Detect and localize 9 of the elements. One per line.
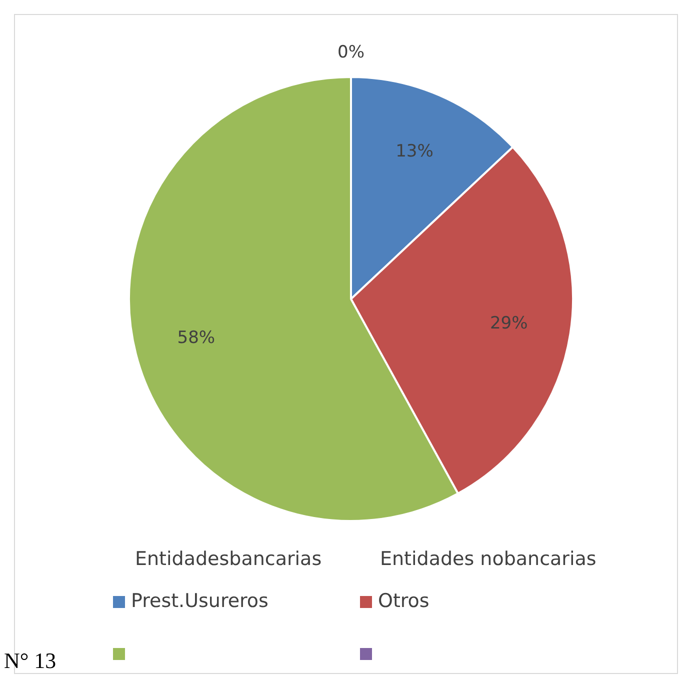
text: Entidadesbancarias [135,548,322,570]
text: 0% [338,42,364,62]
data-label: 29% [490,313,528,334]
text: N° 13 [4,648,56,674]
legend-label: Otros [377,590,430,612]
legend-label: Prest.Usureros [130,590,268,612]
data-label: 58% [177,328,216,348]
text: Entidades nobancarias [380,548,596,570]
data-label: 13% [396,142,434,162]
